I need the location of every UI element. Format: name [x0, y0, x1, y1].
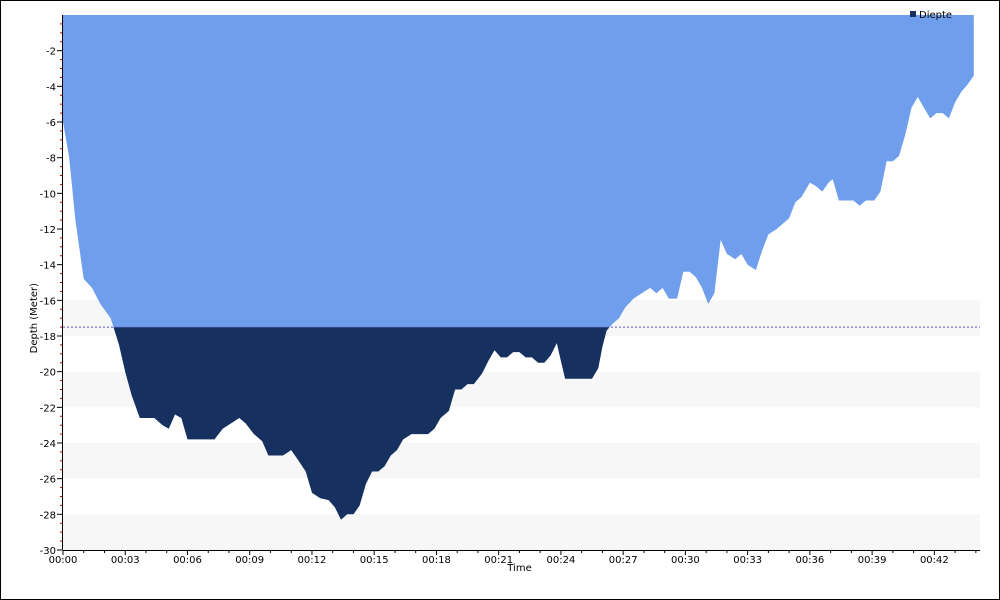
y-tick-label: -30 — [40, 546, 56, 557]
x-tick-label: 00:42 — [920, 555, 949, 566]
y-tick-label: -6 — [46, 118, 56, 129]
y-tick-label: -8 — [46, 154, 56, 165]
x-tick-label: 00:24 — [547, 555, 576, 566]
y-tick-label: -22 — [40, 403, 56, 414]
y-tick-label: -18 — [40, 332, 56, 343]
x-tick-label: 00:33 — [733, 555, 762, 566]
grid-band — [63, 443, 980, 479]
y-axis-title: Depth (Meter) — [29, 283, 40, 354]
y-tick-label: -10 — [40, 189, 56, 200]
y-tick-label: -4 — [46, 82, 56, 93]
legend-label: Diepte — [919, 10, 952, 21]
x-tick-label: 00:39 — [858, 555, 887, 566]
grid-band — [63, 514, 980, 550]
legend-swatch — [910, 11, 916, 17]
x-tick-label: 00:15 — [360, 555, 389, 566]
x-tick-label: 00:18 — [422, 555, 451, 566]
legend[interactable]: Diepte — [910, 10, 952, 21]
x-tick-label: 00:09 — [235, 555, 264, 566]
x-tick-label: 00:12 — [298, 555, 327, 566]
y-axis-ticks: -2 -4 -6 -8 -10 -12 -14 -16 -18 -20 -22 -24 -26 -28 -3… — [40, 47, 62, 557]
y-tick-label: -16 — [40, 296, 56, 307]
x-tick-label: 00:06 — [173, 555, 202, 566]
x-tick-label: 00:21 — [484, 555, 513, 566]
x-tick-label: 00:30 — [671, 555, 700, 566]
depth-area-shallow — [63, 15, 974, 328]
x-tick-label: 00:00 — [49, 555, 78, 566]
x-axis-title: Time — [506, 563, 531, 574]
y-tick-label: -2 — [46, 47, 56, 58]
x-tick-label: 00:27 — [609, 555, 638, 566]
depth-area-deep — [113, 327, 610, 520]
axes — [60, 15, 980, 551]
y-tick-label: -14 — [40, 261, 56, 272]
x-tick-label: 00:03 — [111, 555, 140, 566]
x-tick-label: 00:36 — [795, 555, 824, 566]
y-tick-label: -24 — [40, 439, 56, 450]
x-axis-ticks: 00:00 00:03 00:06 00:09 00:12 00:15 00:18 00:21… — [49, 551, 977, 566]
y-tick-label: -20 — [40, 368, 56, 379]
y-tick-label: -26 — [40, 475, 56, 486]
y-tick-label: -12 — [40, 225, 56, 236]
y-tick-label: -28 — [40, 510, 56, 521]
depth-area — [63, 15, 974, 520]
